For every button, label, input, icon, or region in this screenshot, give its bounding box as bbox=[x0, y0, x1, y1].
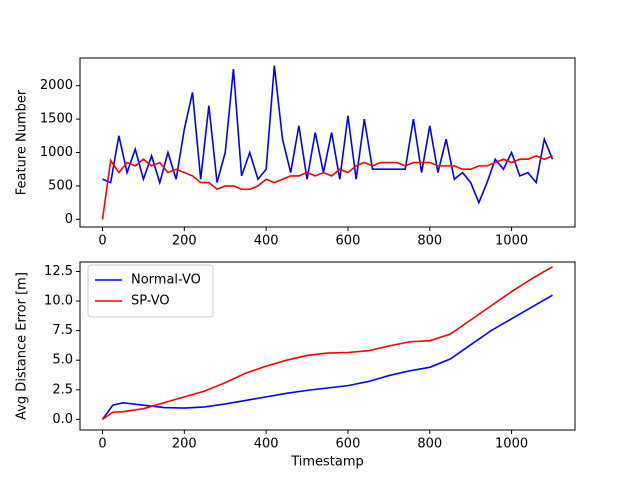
x-tick-label: 200 bbox=[172, 234, 197, 249]
y-tick-label: 5.0 bbox=[52, 353, 73, 368]
y-tick-label: 12.5 bbox=[44, 264, 73, 279]
y-tick-label: 1500 bbox=[40, 112, 73, 127]
x-tick-label: 0 bbox=[98, 234, 106, 249]
x-tick-label: 200 bbox=[172, 437, 197, 452]
y-tick-label: 10.0 bbox=[44, 294, 73, 309]
x-tick-label: 800 bbox=[417, 437, 442, 452]
x-tick-label: 1000 bbox=[495, 234, 528, 249]
series-line bbox=[102, 266, 553, 421]
x-tick-label: 800 bbox=[417, 234, 442, 249]
x-tick-label: 400 bbox=[254, 234, 279, 249]
y-axis-label: Avg Distance Error [m] bbox=[15, 272, 30, 420]
y-tick-label: 0.0 bbox=[52, 412, 73, 427]
y-tick-label: 2000 bbox=[40, 78, 73, 93]
y-axis-label: Feature Number bbox=[15, 89, 30, 195]
legend-box bbox=[87, 264, 214, 318]
axes-frame bbox=[79, 261, 576, 431]
legend-label: Normal-VO bbox=[131, 273, 201, 288]
y-tick-label: 1000 bbox=[40, 145, 73, 160]
x-tick-label: 400 bbox=[254, 437, 279, 452]
axes-frame bbox=[79, 57, 576, 228]
series-line bbox=[102, 65, 554, 205]
x-axis-label: Timestamp bbox=[290, 455, 364, 470]
y-tick-label: 2.5 bbox=[52, 382, 73, 397]
x-tick-label: 1000 bbox=[495, 437, 528, 452]
x-tick-label: 0 bbox=[98, 437, 106, 452]
y-tick-label: 500 bbox=[48, 178, 73, 193]
series-line bbox=[101, 294, 553, 420]
y-tick-label: 7.5 bbox=[52, 323, 73, 338]
x-tick-label: 600 bbox=[336, 437, 361, 452]
y-tick-label: 0 bbox=[65, 212, 73, 227]
legend-label: SP-VO bbox=[131, 294, 170, 309]
series-line bbox=[101, 154, 553, 220]
x-tick-label: 600 bbox=[336, 234, 361, 249]
